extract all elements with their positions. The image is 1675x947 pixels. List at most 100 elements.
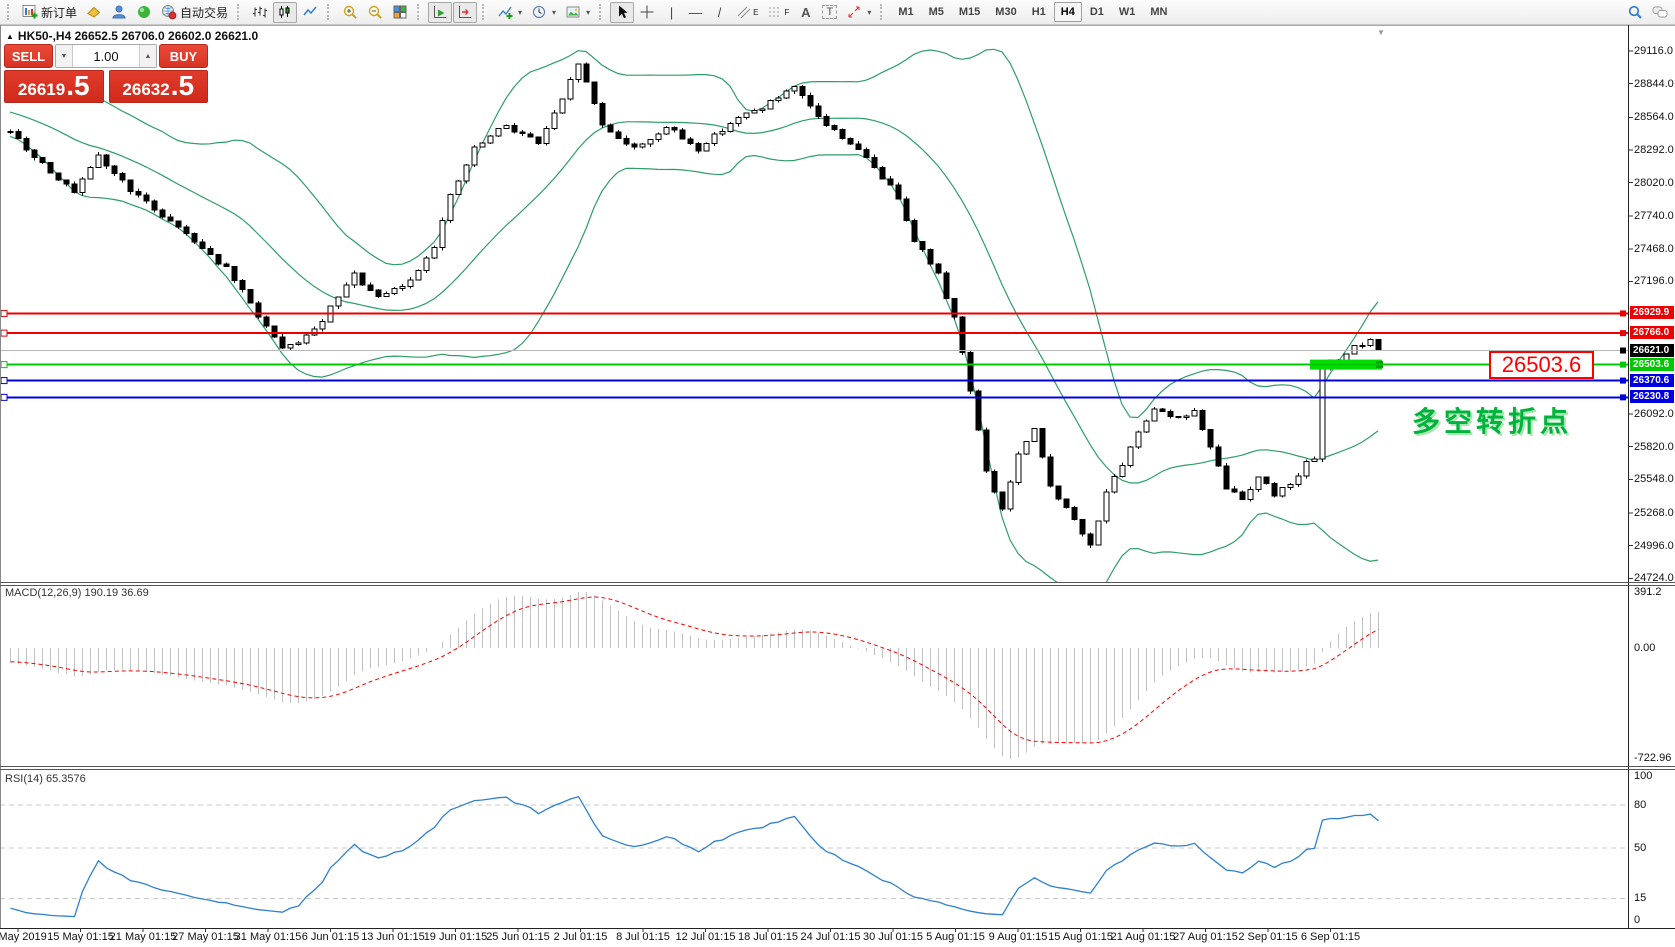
- candle-body: [47, 162, 54, 174]
- candle-body: [911, 220, 918, 243]
- sell-button[interactable]: SELL: [4, 44, 53, 68]
- rsi-pane[interactable]: [0, 795, 1628, 918]
- cursor-tool-button[interactable]: [610, 1, 635, 23]
- candle-body: [983, 429, 990, 472]
- line-chart-button[interactable]: [298, 2, 322, 23]
- candle-body: [695, 143, 702, 152]
- line-handle[interactable]: [0, 393, 8, 401]
- chat-button[interactable]: [1648, 2, 1672, 23]
- auto-trading-button[interactable]: 自动交易: [157, 2, 232, 23]
- candle-body: [631, 143, 638, 148]
- zoom-in-button[interactable]: [338, 2, 362, 23]
- candle-body: [199, 241, 206, 249]
- candle-body: [831, 125, 838, 131]
- candle-body: [567, 79, 574, 100]
- line-axis-marker: [1620, 347, 1626, 354]
- macd-pane[interactable]: [10, 592, 1379, 759]
- channel-tool-button[interactable]: E: [732, 2, 762, 23]
- fibonacci-tool-button[interactable]: F: [763, 2, 793, 23]
- auto-scroll-icon: [434, 6, 447, 18]
- template-image-icon: [566, 6, 580, 18]
- new-order-icon: [22, 5, 38, 19]
- candle-body: [207, 247, 214, 255]
- chart-shift-button[interactable]: [453, 1, 478, 23]
- candle-body: [815, 105, 822, 117]
- line-handle[interactable]: [0, 361, 8, 369]
- candle-body: [527, 133, 534, 138]
- indicators-dropdown[interactable]: [493, 2, 526, 23]
- auto-scroll-button[interactable]: [428, 1, 453, 23]
- candle-body: [103, 154, 110, 167]
- candle-body: [1175, 416, 1182, 419]
- candle-body: [1055, 485, 1062, 500]
- turning-point-annotation[interactable]: 多空转折点: [1412, 406, 1573, 437]
- timeframe-m30[interactable]: M30: [988, 2, 1023, 22]
- volume-decrease-button[interactable]: ▼: [56, 45, 73, 67]
- bar-chart-button[interactable]: [248, 2, 272, 23]
- auto-trading-icon: [162, 5, 177, 20]
- news-button[interactable]: [132, 2, 156, 23]
- line-chart-icon: [303, 6, 317, 16]
- toolbar-grip: [237, 4, 243, 20]
- candle-body: [471, 146, 478, 166]
- candlestick-chart-button[interactable]: [273, 1, 298, 23]
- volume-increase-button[interactable]: ▲: [139, 45, 156, 67]
- line-handle[interactable]: [0, 309, 8, 317]
- search-button[interactable]: [1623, 2, 1647, 23]
- candle-body: [487, 135, 494, 144]
- candle-body: [279, 336, 286, 349]
- candle-body: [1167, 411, 1174, 418]
- buy-price[interactable]: 26632.5: [108, 70, 208, 103]
- zoom-out-button[interactable]: [363, 2, 387, 23]
- line-handle[interactable]: [0, 329, 8, 337]
- community-button[interactable]: [107, 2, 131, 23]
- trade-prices-row: 26619.5 26632.5: [4, 70, 208, 103]
- candle-body: [135, 190, 142, 196]
- candle-body: [79, 178, 86, 193]
- text-label-tool-button[interactable]: T: [818, 2, 841, 23]
- candle-body: [175, 220, 182, 228]
- timeframe-mn[interactable]: MN: [1143, 2, 1174, 22]
- timeframe-w1[interactable]: W1: [1112, 2, 1143, 22]
- bollinger-lower: [9, 135, 1379, 582]
- sell-price[interactable]: 26619.5: [4, 70, 104, 103]
- candle-body: [879, 166, 886, 180]
- alerts-button[interactable]: [82, 2, 106, 23]
- candle-body: [71, 183, 78, 193]
- candle-body: [287, 343, 294, 349]
- line-handle[interactable]: [0, 377, 8, 385]
- tile-windows-icon: [393, 5, 407, 19]
- crosshair-tool-button[interactable]: [635, 2, 659, 23]
- main-pane[interactable]: [0, 48, 1628, 599]
- text-tool-button[interactable]: A: [794, 2, 817, 23]
- candle-body: [1103, 491, 1110, 522]
- buy-button[interactable]: BUY: [159, 44, 208, 68]
- candle-body: [655, 133, 662, 140]
- volume-input[interactable]: [73, 45, 139, 67]
- volume-stepper[interactable]: ▼ ▲: [55, 44, 157, 68]
- tile-windows-button[interactable]: [388, 2, 412, 23]
- templates-dropdown[interactable]: [561, 2, 594, 23]
- candle-body: [31, 149, 38, 158]
- horizontal-line-tool-button[interactable]: —: [684, 2, 707, 23]
- timeframe-d1[interactable]: D1: [1083, 2, 1111, 22]
- vertical-line-tool-button[interactable]: |: [660, 2, 683, 23]
- collapse-panel-arrow[interactable]: ▲: [6, 32, 14, 41]
- new-order-button[interactable]: 新订单: [18, 2, 81, 23]
- periods-dropdown[interactable]: [527, 2, 560, 23]
- candle-body: [999, 491, 1006, 510]
- trendline-tool-button[interactable]: /: [708, 2, 731, 23]
- candle-body: [559, 98, 566, 114]
- arrows-dropdown[interactable]: [842, 2, 875, 23]
- timeframe-m5[interactable]: M5: [922, 2, 951, 22]
- candle-body: [439, 219, 446, 249]
- candle-body: [671, 126, 678, 131]
- price-callout-label[interactable]: 26503.6: [1489, 351, 1594, 379]
- timeframe-h1[interactable]: H1: [1025, 2, 1053, 22]
- timeframe-m15[interactable]: M15: [952, 2, 987, 22]
- timeframe-m1[interactable]: M1: [891, 2, 920, 22]
- timeframe-h4[interactable]: H4: [1053, 2, 1082, 22]
- candle-body: [927, 248, 934, 265]
- candle-body: [263, 316, 270, 327]
